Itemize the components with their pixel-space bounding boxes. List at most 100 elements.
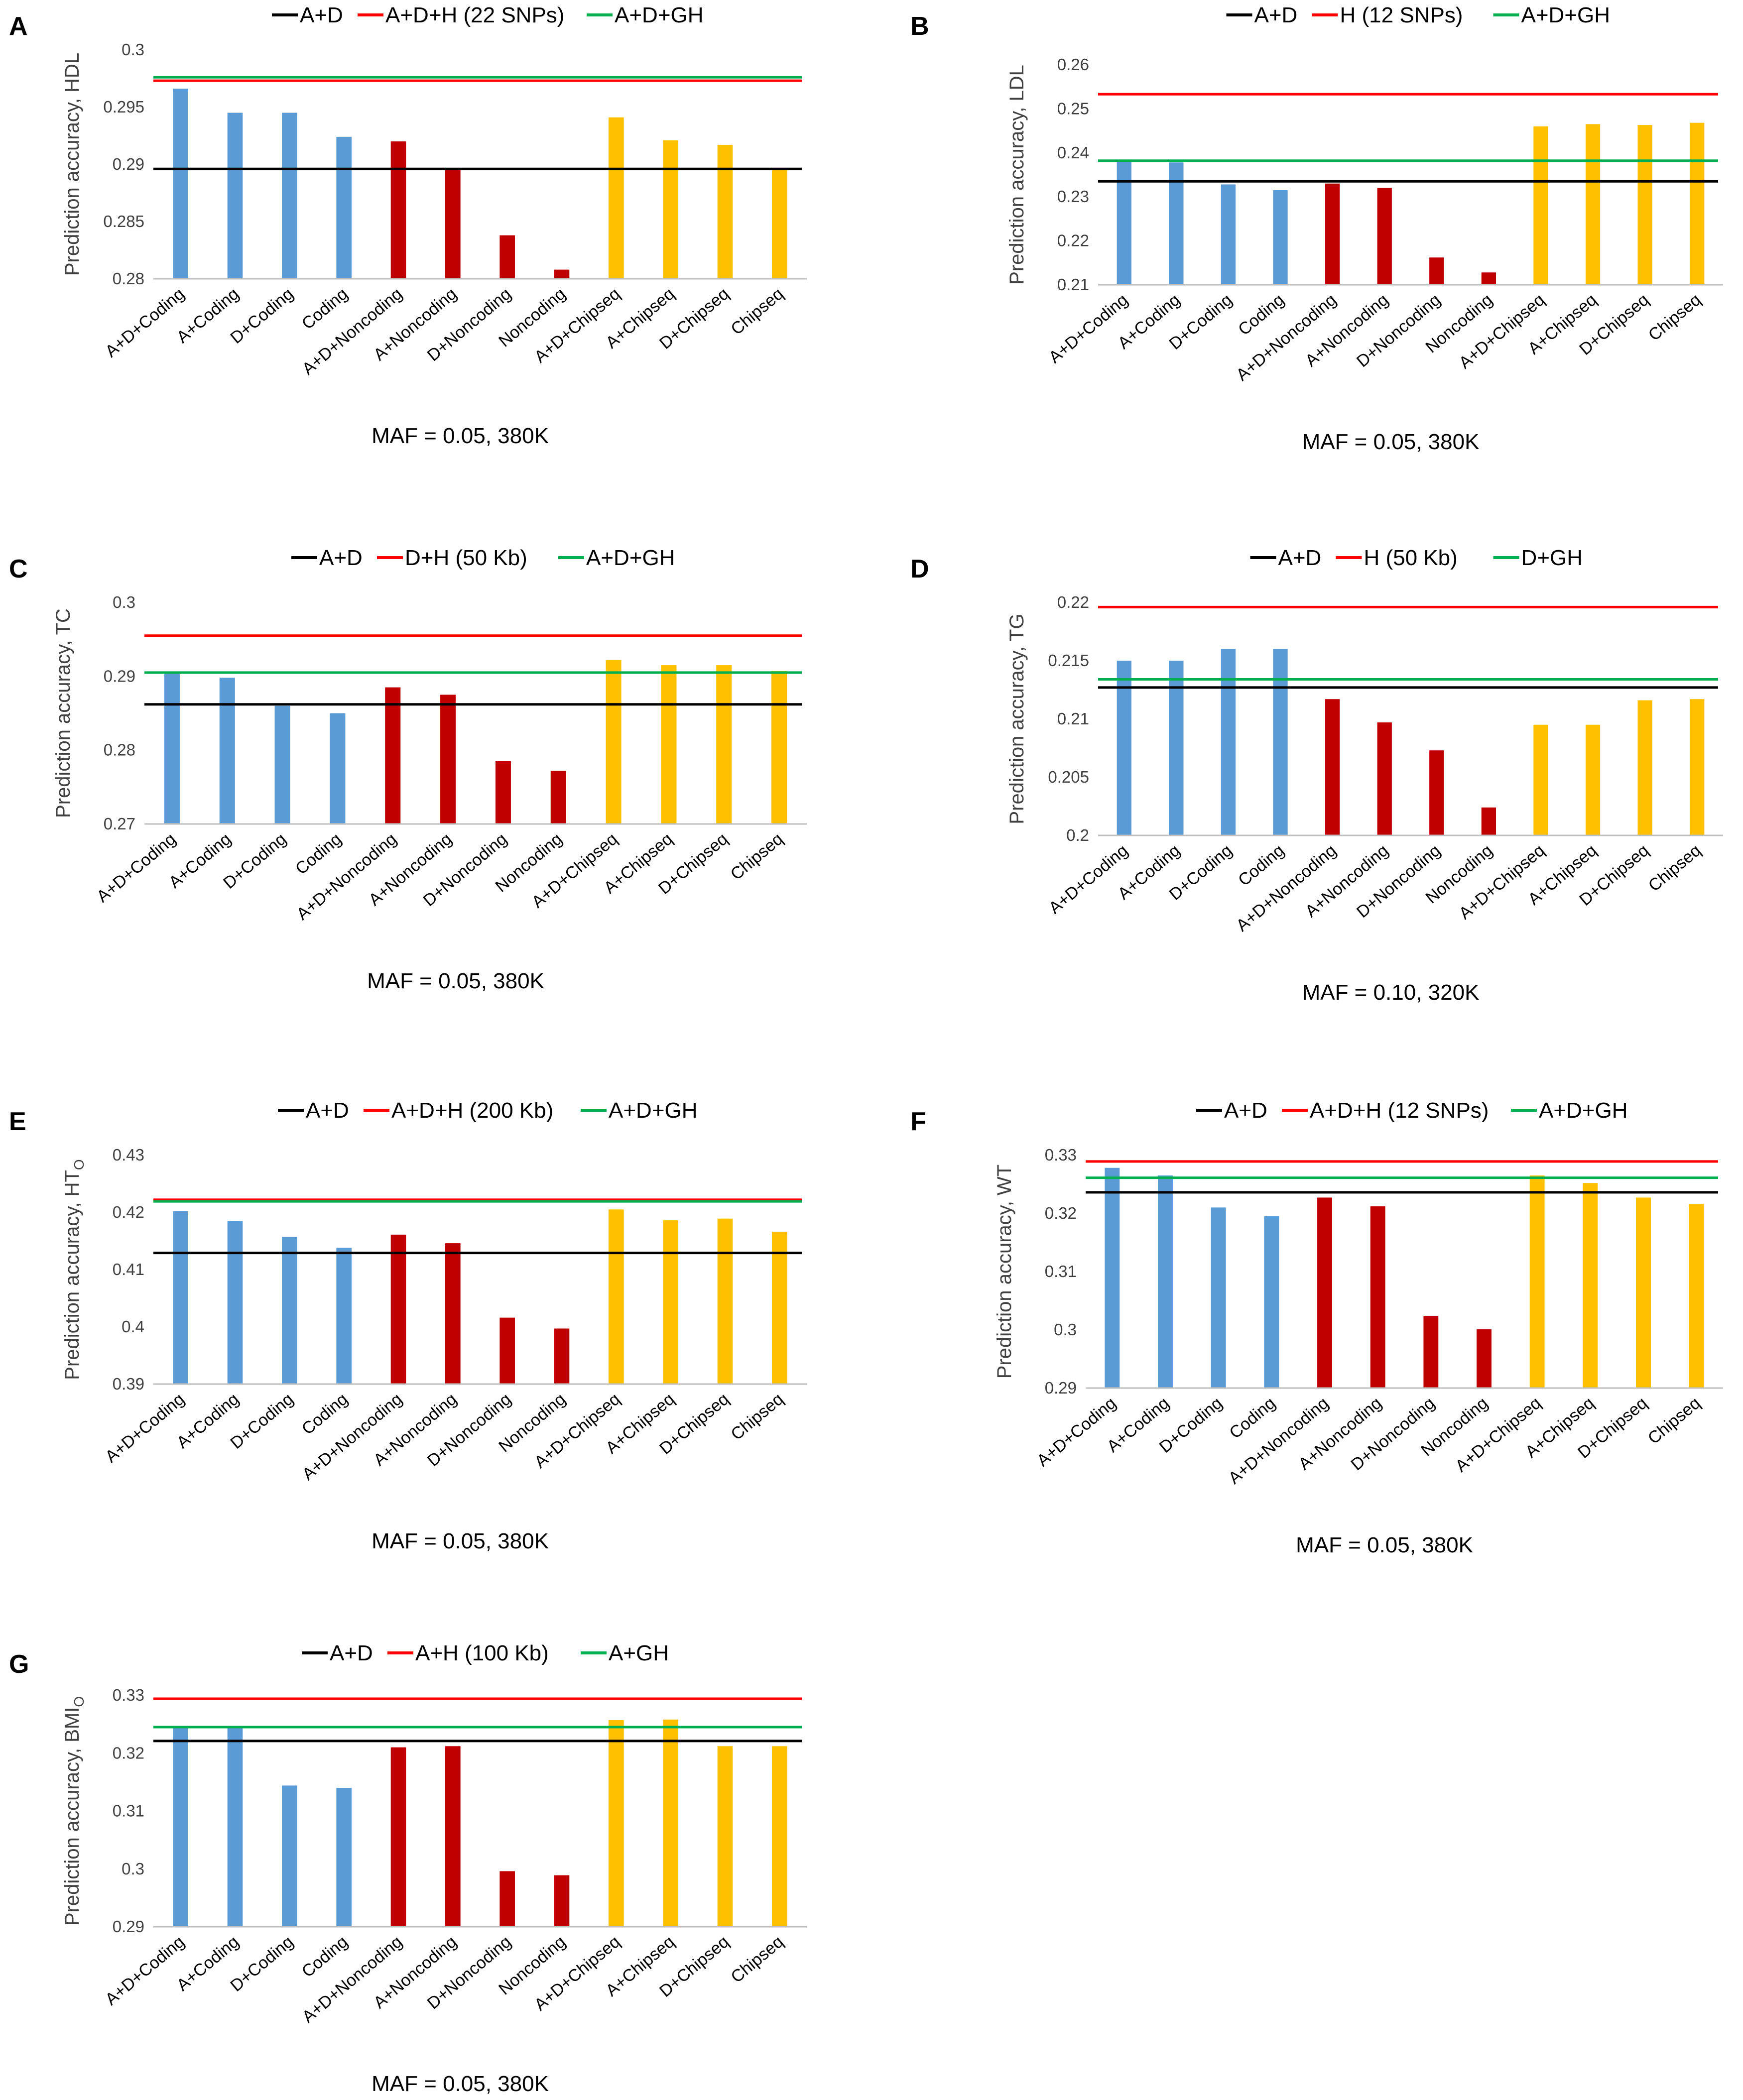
x-category-label: Chipseq (727, 284, 787, 339)
legend: A+D D+H (50 Kb) A+D+GH (291, 546, 675, 570)
y-tick-label: 0.21 (1057, 709, 1089, 728)
x-category-label: Coding (292, 829, 345, 878)
bar-noncoding (554, 269, 570, 279)
legend: A+D A+D+H (12 SNPs) A+D+GH (1196, 1098, 1628, 1123)
y-tick-label: 0.32 (1045, 1204, 1077, 1222)
bar-a-noncoding (445, 1243, 461, 1384)
y-tick-label: 0.28 (113, 269, 144, 288)
bar-a-noncoding (445, 169, 461, 279)
panel-letter: G (9, 1650, 29, 1679)
bar-d-noncoding (1423, 1315, 1439, 1388)
y-tick-label: 0.22 (1057, 232, 1089, 250)
y-tick-label: 0.23 (1057, 187, 1089, 206)
legend-label: A+D+H (12 SNPs) (1310, 1098, 1489, 1123)
legend-label: A+D+H (22 SNPs) (385, 3, 564, 27)
legend-item-ad: A+D (302, 1641, 373, 1665)
legend-item-gh: A+D+GH (558, 546, 675, 570)
legend-item-ad: A+D (278, 1098, 349, 1123)
bar-d-coding (1221, 649, 1236, 835)
x-category-label: A+D+Coding (102, 1390, 188, 1466)
bar-coding (336, 1248, 352, 1384)
y-tick-label: 0.33 (1045, 1146, 1077, 1164)
bar-a-chipseq (663, 1220, 678, 1384)
y-tick-label: 0.285 (103, 212, 144, 231)
y-tick-label: 0.27 (104, 815, 135, 833)
bar-a-d-coding (1105, 1167, 1120, 1388)
bar-d-noncoding (1429, 257, 1444, 285)
bar-a-chipseq (1583, 1183, 1598, 1388)
y-tick-label: 0.3 (113, 593, 135, 611)
y-axis-label-subscript: O (71, 1696, 87, 1707)
x-axis-label: MAF = 0.05, 380K (1302, 430, 1480, 454)
bar-a-coding (1158, 1175, 1173, 1388)
bar-d-chipseq (1637, 700, 1652, 835)
legend: A+D H (50 Kb) D+GH (1250, 546, 1583, 570)
legend-item-h: A+H (100 Kb) (387, 1641, 549, 1665)
y-tick-label: 0.43 (113, 1146, 144, 1164)
legend-label: A+H (100 Kb) (415, 1641, 549, 1665)
y-tick-label: 0.4 (122, 1317, 144, 1336)
legend-label: A+D (306, 1098, 349, 1123)
y-tick-label: 0.41 (113, 1260, 144, 1279)
x-category-label: A+D+Coding (1033, 1394, 1120, 1470)
bar-d-chipseq (717, 1218, 733, 1384)
y-tick-label: 0.26 (1057, 55, 1089, 74)
y-axis-label: Prediction accuracy, TG (1006, 613, 1028, 824)
legend-label: A+GH (609, 1641, 669, 1665)
legend-item-h: A+D+H (12 SNPs) (1282, 1098, 1489, 1123)
legend-label: A+D (1254, 3, 1298, 27)
legend-item-gh: A+D+GH (1493, 3, 1610, 27)
chart-panel-e: E A+D A+D+H (200 Kb) A+D+GH 0.39 0.4 0.41 0.42 0… (9, 1098, 807, 1553)
x-category-label: Chipseq (1644, 1394, 1704, 1448)
legend: A+D A+H (100 Kb) A+GH (302, 1641, 669, 1665)
bar-a-d-coding (1117, 161, 1131, 285)
legend-item-ad: A+D (272, 3, 343, 27)
y-tick-label: 0.22 (1057, 593, 1089, 611)
legend-item-h: D+H (50 Kb) (377, 546, 527, 570)
legend-label: D+H (50 Kb) (405, 546, 527, 570)
bar-noncoding (554, 1875, 570, 1927)
legend-label: A+D (1224, 1098, 1267, 1123)
bar-chipseq (772, 1746, 787, 1927)
bar-coding (330, 713, 346, 824)
bar-a-d-chipseq (1533, 724, 1548, 835)
bar-d-chipseq (1636, 1197, 1651, 1388)
legend-item-gh: A+D+GH (587, 3, 704, 27)
y-axis-label: Prediction accuracy, LDL (1006, 65, 1028, 285)
legend-label: A+D+GH (586, 546, 675, 570)
bar-a-noncoding (440, 695, 456, 824)
bar-a-d-chipseq (1533, 126, 1548, 285)
legend-label: A+D+GH (1539, 1098, 1628, 1123)
bar-a-d-chipseq (606, 660, 622, 824)
bar-d-coding (282, 1785, 297, 1927)
chart-panel-a: A A+D A+D+H (22 SNPs) A+D+GH 0.28 0.285 0.29 0.… (9, 3, 807, 448)
bar-a-d-coding (173, 89, 188, 279)
bar-coding (336, 1788, 352, 1927)
x-category-label: A+D+Coding (1045, 841, 1132, 918)
bar-noncoding (554, 1328, 570, 1384)
chart-panel-c: C A+D D+H (50 Kb) A+D+GH 0.27 0.28 0.29 0.3 Pred… (9, 546, 807, 993)
bar-a-chipseq (661, 665, 677, 824)
y-tick-label: 0.24 (1057, 143, 1089, 162)
panel-letter: C (9, 555, 28, 583)
bar-chipseq (772, 1232, 787, 1384)
x-category-label: A+D+Noncoding (299, 1932, 406, 2026)
y-tick-label: 0.3 (122, 1860, 144, 1878)
y-tick-label: 0.2 (1066, 826, 1089, 844)
bar-coding (1273, 190, 1288, 285)
y-tick-label: 0.3 (1054, 1320, 1077, 1339)
y-axis-label: Prediction accuracy, TC (52, 608, 74, 818)
bar-chipseq (1690, 699, 1705, 835)
y-tick-label: 0.28 (104, 741, 135, 759)
legend-item-h: H (12 SNPs) (1312, 3, 1463, 27)
legend-item-ad: A+D (291, 546, 363, 570)
y-tick-label: 0.3 (122, 40, 144, 59)
bar-chipseq (772, 169, 787, 279)
x-category-label: Chipseq (1645, 841, 1705, 895)
panel-letter: D (910, 555, 929, 583)
bar-d-coding (274, 705, 290, 824)
chart-panel-g: G A+D A+H (100 Kb) A+GH 0.29 0.3 0.31 0.32 0.33 P… (9, 1641, 807, 2096)
x-axis-label: MAF = 0.05, 380K (372, 1529, 549, 1553)
legend-label: D+GH (1521, 546, 1583, 570)
